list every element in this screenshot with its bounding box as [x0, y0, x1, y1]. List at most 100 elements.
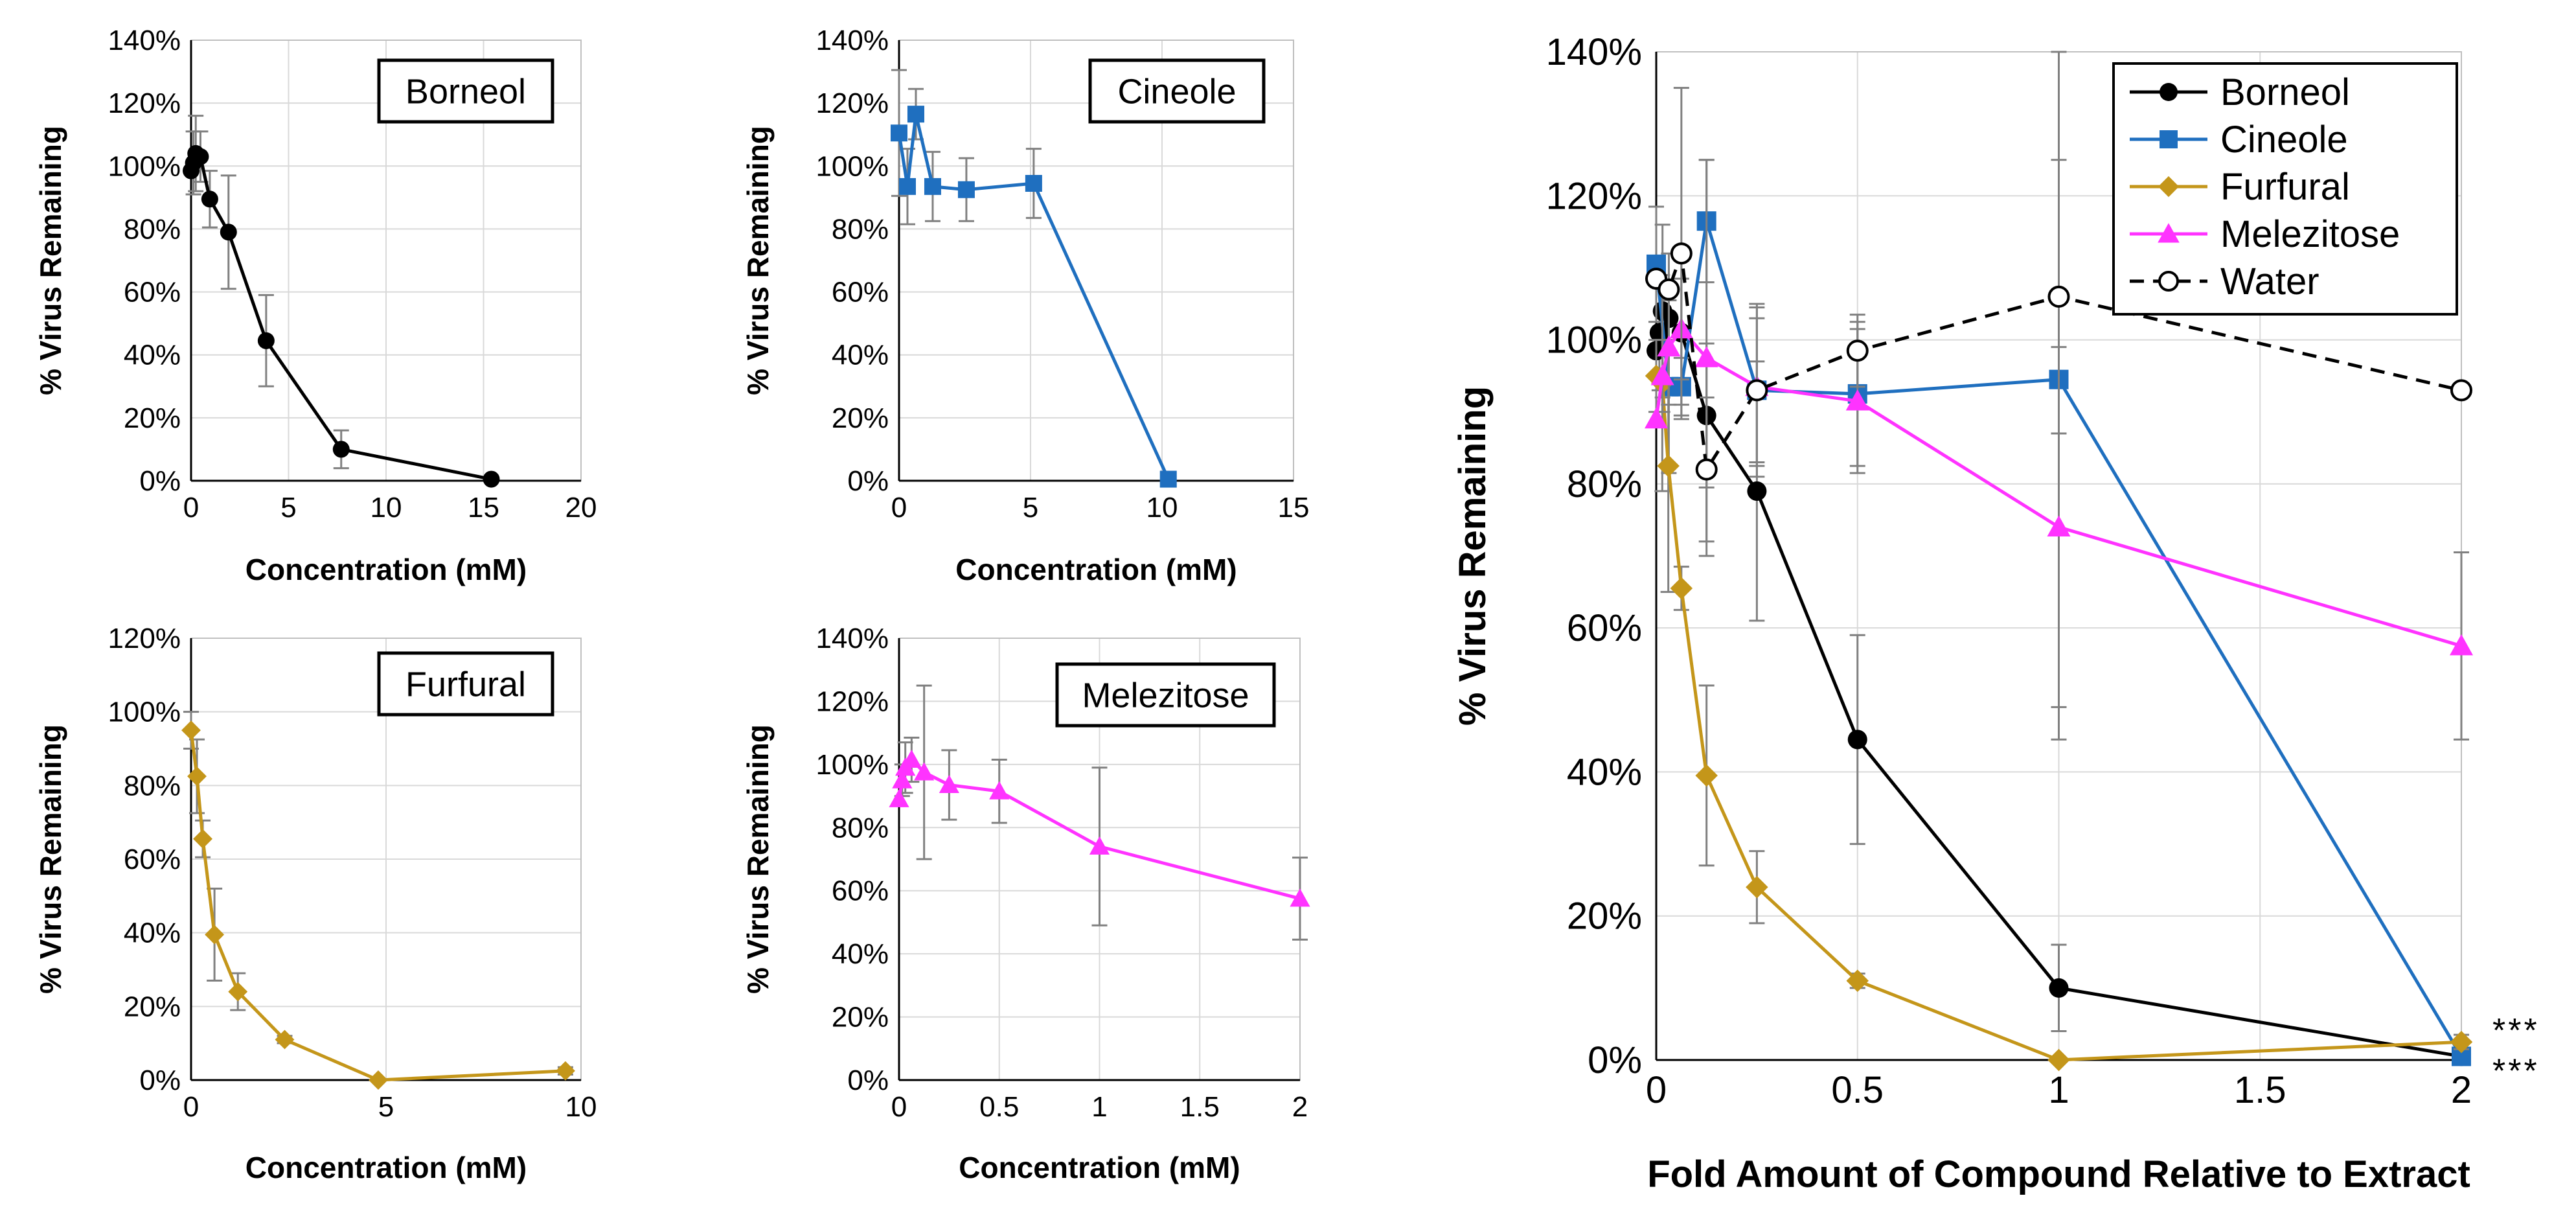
data-point	[1846, 969, 1869, 992]
y-axis-title: % Virus Remaining	[1452, 386, 1494, 726]
y-tick-label: 20%	[124, 991, 181, 1022]
data-point	[1847, 730, 1867, 750]
x-axis-title: Concentration (mM)	[959, 1151, 1240, 1184]
data-point	[1695, 458, 1718, 481]
legend-item-melezitose: Melezitose	[2130, 213, 2400, 255]
data-point	[891, 124, 907, 142]
legend-marker	[2158, 223, 2180, 243]
legend-marker	[2160, 83, 2178, 101]
panel-label: Cineole	[1117, 73, 1236, 111]
data-point	[187, 766, 207, 787]
x-tick-label: 15	[468, 492, 499, 524]
y-tick-label: 140%	[108, 25, 181, 56]
x-axis-title: Concentration (mM)	[245, 1151, 527, 1184]
data-point	[1025, 175, 1042, 192]
y-tick-label: 80%	[1567, 463, 1642, 505]
y-tick-label: 0%	[139, 1065, 181, 1096]
y-tick-label: 120%	[815, 87, 889, 119]
data-point	[1694, 346, 1718, 367]
data-point	[201, 190, 218, 208]
y-tick-label: 0%	[1588, 1039, 1642, 1081]
x-tick-label: 5	[378, 1091, 394, 1123]
y-tick-label: 100%	[815, 150, 889, 182]
data-point	[332, 441, 350, 458]
data-point	[2450, 1030, 2473, 1054]
panel-label: Furfural	[405, 665, 526, 704]
x-tick-label: 0	[183, 492, 199, 524]
series-borneol	[183, 115, 500, 488]
y-tick-label: 140%	[1546, 31, 1642, 73]
chart-borneol: 0% 20% 40% 60% 80% 100% 120% 140% 0 5 10 15 20 Concen…	[34, 25, 597, 586]
legend-item-water: Water	[2130, 260, 2320, 303]
data-point	[2047, 1048, 2070, 1072]
x-tick-label: 10	[565, 1091, 597, 1123]
data-point	[889, 789, 909, 807]
data-point	[1645, 407, 1668, 429]
y-tick-label: 60%	[124, 277, 181, 308]
x-tick-label: 2	[1292, 1091, 1308, 1123]
y-tick-label: 80%	[124, 213, 181, 245]
legend-item-borneol: Borneol	[2130, 71, 2350, 113]
y-tick-label: 120%	[815, 685, 889, 717]
x-tick-label: 0	[891, 1091, 907, 1123]
significance-marker: ***	[2492, 1012, 2540, 1050]
x-tick-label: 0	[1646, 1069, 1667, 1111]
y-axis-title: % Virus Remaining	[34, 724, 67, 994]
y-tick-label: 60%	[832, 277, 889, 308]
y-axis-title: % Virus Remaining	[741, 724, 775, 994]
x-tick-label: 2	[2451, 1069, 2472, 1111]
data-point	[181, 720, 201, 741]
y-tick-label: 140%	[815, 623, 889, 654]
data-point	[1845, 389, 1869, 411]
y-tick-label: 0%	[847, 1065, 889, 1096]
y-tick-label: 20%	[1567, 895, 1642, 938]
legend-item-cineole: Cineole	[2130, 119, 2348, 161]
data-point	[1670, 577, 1693, 600]
x-tick-label: 1	[2048, 1069, 2069, 1111]
data-point	[2450, 634, 2473, 656]
series-line	[189, 730, 566, 1082]
series-furfural	[181, 711, 575, 1090]
data-point	[228, 982, 248, 1002]
series-melezitose	[889, 684, 1310, 941]
legend-label: Melezitose	[2220, 213, 2400, 255]
y-tick-label: 120%	[108, 623, 181, 654]
legend-label: Furfural	[2220, 166, 2350, 208]
data-point	[2049, 978, 2069, 998]
x-tick-label: 0	[891, 492, 907, 524]
x-tick-label: 0	[183, 1091, 199, 1123]
x-tick-label: 10	[370, 492, 402, 524]
chart-furfural: 0% 20% 40% 60% 80% 100% 120% 0 5 10 Concentration …	[34, 623, 597, 1184]
data-point	[1650, 364, 1674, 386]
y-tick-label: 0%	[847, 465, 889, 497]
x-axis-title: Concentration (mM)	[245, 553, 527, 586]
panel-label-box	[377, 651, 554, 717]
data-point	[939, 774, 959, 794]
data-point	[193, 829, 213, 849]
data-point	[1846, 340, 1869, 362]
data-point	[205, 925, 225, 945]
y-tick-label: 60%	[1567, 607, 1642, 649]
legend-marker	[2158, 271, 2179, 292]
y-tick-label: 80%	[832, 812, 889, 844]
data-point	[483, 470, 500, 488]
data-point	[898, 178, 916, 195]
y-tick-label: 80%	[832, 213, 889, 245]
data-point	[989, 781, 1010, 800]
legend-label: Water	[2220, 260, 2320, 303]
panel-label-box	[1088, 58, 1266, 124]
data-point	[1670, 242, 1693, 265]
y-tick-label: 40%	[1567, 751, 1642, 793]
data-point	[275, 1030, 295, 1050]
series-water	[1645, 87, 2472, 543]
data-point	[2047, 515, 2071, 536]
y-tick-label: 20%	[832, 1002, 889, 1033]
data-point	[1746, 876, 1768, 899]
y-tick-label: 20%	[832, 402, 889, 434]
data-point	[1657, 335, 1681, 357]
series-cineole	[891, 69, 1177, 488]
data-point	[914, 762, 935, 781]
y-tick-label: 20%	[124, 402, 181, 434]
